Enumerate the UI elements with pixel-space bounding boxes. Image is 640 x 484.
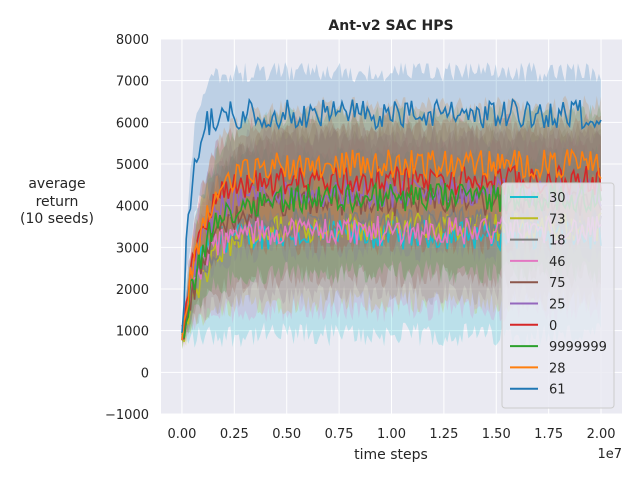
- legend-label-30: 30: [549, 191, 566, 206]
- y-tick-label: 3000: [116, 241, 149, 256]
- y-axis-label-line-1: average: [28, 176, 85, 192]
- x-tick-label: 1.00: [377, 427, 406, 442]
- legend-label-75: 75: [549, 276, 566, 291]
- x-axis-label: time steps: [354, 447, 428, 463]
- x-tick-label: 1.75: [534, 427, 563, 442]
- legend: 30 73 18 46 75 25 0 9999999 28 61: [501, 182, 615, 409]
- legend-label-46: 46: [549, 255, 566, 270]
- y-tick-label: 0: [141, 366, 149, 381]
- x-tick-label: 0.25: [220, 427, 249, 442]
- chart-title: Ant-v2 SAC HPS: [328, 18, 453, 34]
- line-series-28: [181, 148, 602, 341]
- y-tick-label: 7000: [116, 75, 149, 90]
- legend-label-0: 0: [549, 319, 557, 334]
- x-tick-label: 0.50: [272, 427, 301, 442]
- y-tick-label: 4000: [116, 200, 149, 215]
- y-tick-label: −1000: [105, 408, 149, 423]
- band-series-25: [182, 124, 601, 345]
- x-tick-label: 0.00: [167, 427, 196, 442]
- x-tick-label: 0.75: [325, 427, 354, 442]
- legend-label-28: 28: [549, 361, 566, 376]
- y-tick-label: 2000: [116, 283, 149, 298]
- band-series-18: [182, 128, 601, 343]
- x-tick-label: 1.50: [482, 427, 511, 442]
- y-tick-labels: −1000 0 1000 2000 3000 4000 5000 6000 7000 8000: [105, 33, 149, 423]
- y-axis-label-line-3: (10 seeds): [20, 211, 94, 227]
- y-tick-label: 8000: [116, 33, 149, 48]
- legend-label-9999999: 9999999: [549, 340, 607, 355]
- x-tick-label: 2.00: [587, 427, 616, 442]
- legend-label-25: 25: [549, 298, 566, 313]
- legend-label-73: 73: [549, 212, 566, 227]
- y-axis-label-line-2: return: [36, 194, 79, 210]
- x-tick-labels: 0.00 0.25 0.50 0.75 1.00 1.25 1.50 1.75 2.00: [167, 427, 615, 442]
- band-series-61: [182, 62, 601, 339]
- x-axis-offset-label: 1e7: [597, 447, 622, 462]
- y-tick-label: 5000: [116, 158, 149, 173]
- x-tick-label: 1.25: [429, 427, 458, 442]
- y-tick-label: 1000: [116, 325, 149, 340]
- legend-label-61: 61: [549, 383, 566, 398]
- line-series-61: [181, 97, 602, 333]
- legend-label-18: 18: [549, 234, 566, 249]
- y-tick-label: 6000: [116, 116, 149, 131]
